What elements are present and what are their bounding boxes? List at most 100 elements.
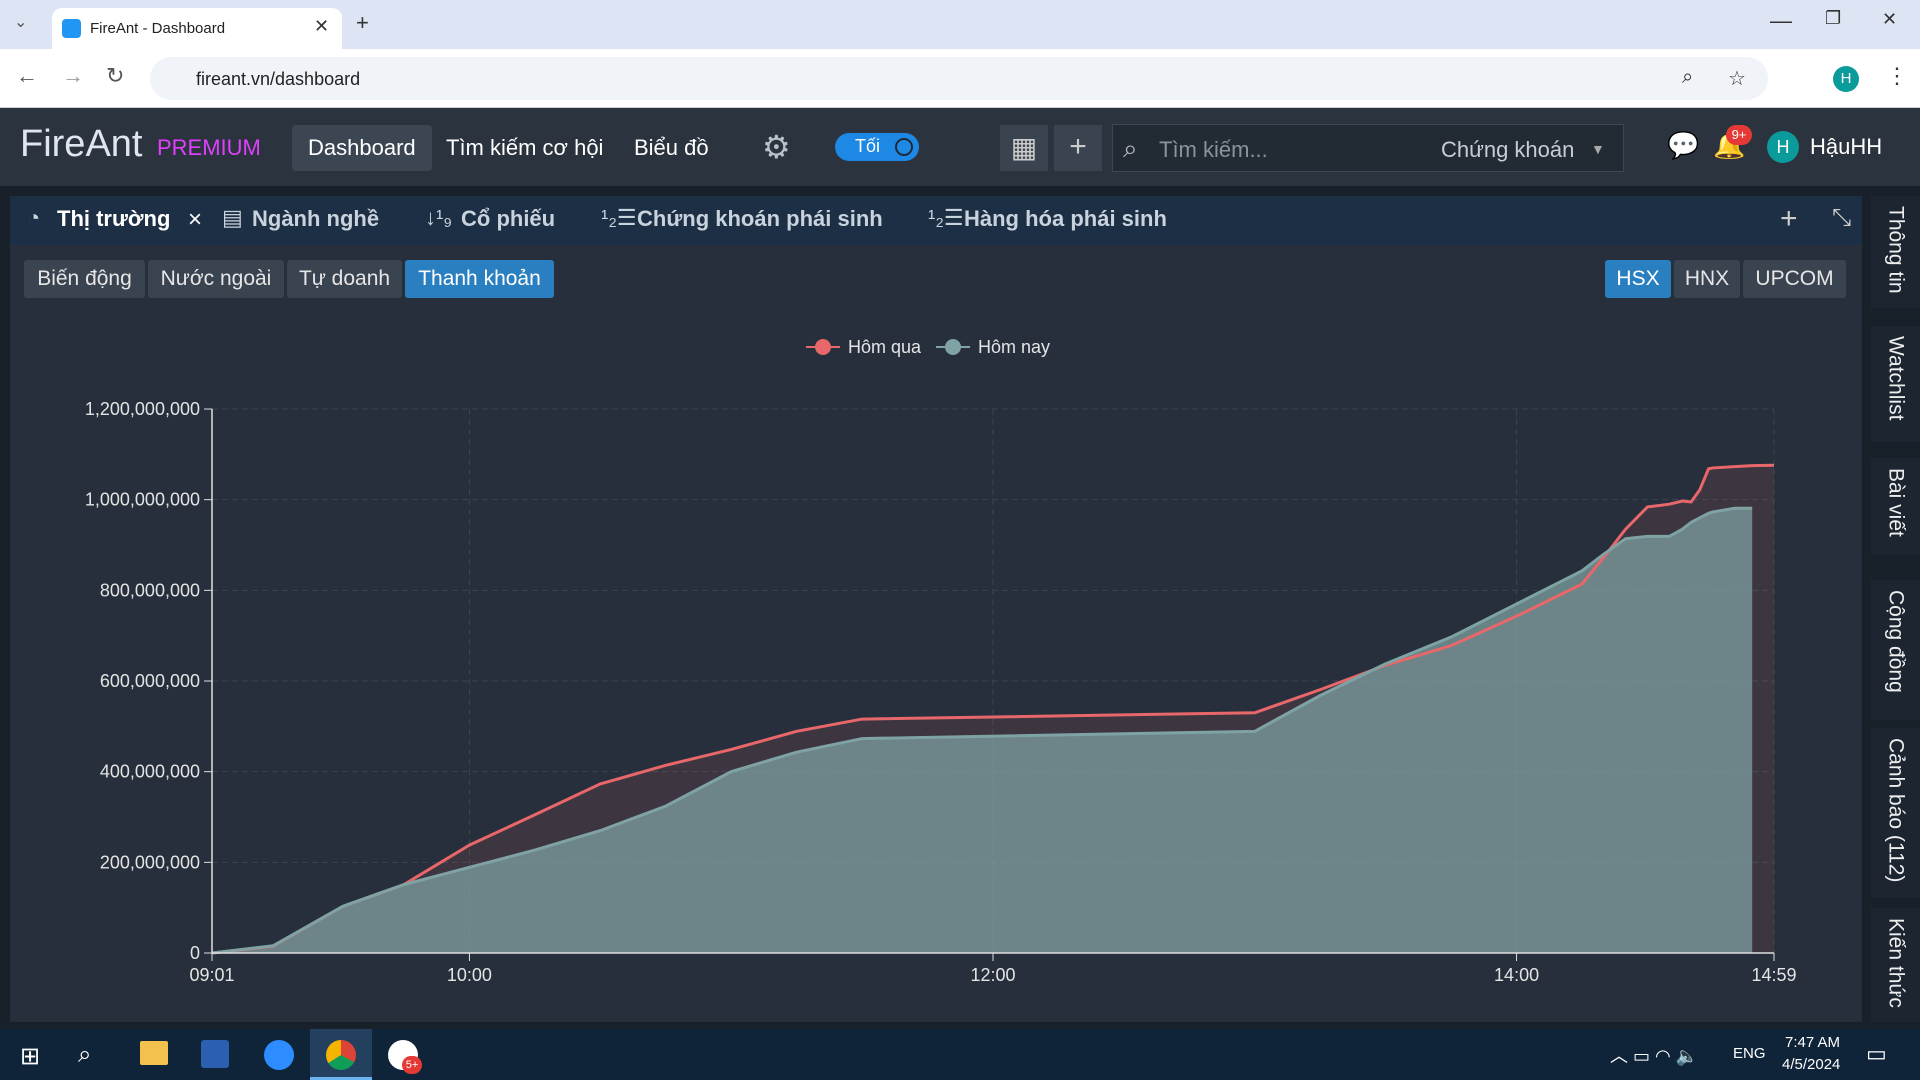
sidebar-tab[interactable]: Watchlist [1871,326,1920,442]
start-button[interactable]: ⊞ [20,1043,41,1070]
tab-bar: + ⤡ ◔ Thị trường × ▤ Ngành nghề ↓¹₉ Cổ phiếu ¹₂… [10,196,1862,245]
zoom-icon[interactable] [264,1040,294,1070]
search-icon: ⌕ [1123,133,1138,163]
language[interactable]: ENG [1733,1045,1766,1062]
zoom-icon[interactable]: ⌕ [1682,66,1694,88]
tab-title: FireAnt - Dashboard [90,20,226,37]
x-tick-label: 10:00 [447,965,492,985]
minimize[interactable]: — [1770,8,1792,33]
favicon [62,19,81,38]
y-tick-label: 1,000,000,000 [85,490,200,510]
tab-icon: ¹₂☰ [928,205,964,230]
market-panel: + ⤡ ◔ Thị trường × ▤ Ngành nghề ↓¹₉ Cổ phiếu ¹₂… [10,196,1862,1022]
user-name[interactable]: HậuHH [1810,134,1883,159]
restore[interactable]: ❐ [1825,8,1842,28]
x-tick-label: 14:00 [1494,965,1539,985]
theme-toggle[interactable]: Tối [835,133,919,161]
sidebar-tab[interactable]: Cảnh báo (112) [1871,728,1920,898]
add-tab[interactable]: + [1780,202,1798,235]
tab[interactable]: Hàng hóa phái sinh [964,206,1167,231]
search-scope[interactable]: Chứng khoán [1441,137,1575,162]
sidebar-tab[interactable]: Bài viết [1871,458,1920,555]
tab[interactable]: Cổ phiếu [461,206,556,231]
tray-icons[interactable]: ︿ ▭ ◠ 🔈 [1610,1046,1699,1066]
legend-marker [815,339,831,355]
sidebar-tab[interactable]: Kiến thức [1871,908,1920,1022]
tab-list-button[interactable]: ⌄ [14,14,28,31]
legend-marker [945,339,961,355]
browser-tab-strip: ⌄ FireAnt - Dashboard ✕ + — ❐ ✕ [0,0,1920,49]
exchange-button[interactable]: HNX [1674,260,1740,298]
tab[interactable]: Ngành nghề [252,206,380,231]
menu[interactable]: ⋮ [1886,63,1908,88]
y-tick-label: 1,200,000,000 [85,399,200,419]
subtab[interactable]: Thanh khoản [405,260,554,298]
clock-time[interactable]: 7:47 AM [1785,1034,1841,1051]
tab[interactable]: Chứng khoán phái sinh [637,206,883,231]
area-fill [212,508,1753,953]
zalo-badge: 5+ [402,1056,422,1074]
user-avatar[interactable]: H [1767,131,1799,163]
nav-item[interactable]: Tìm kiếm cơ hội [446,135,604,160]
search-box[interactable]: ⌕ Tìm kiếm... Chứng khoán ▼ [1112,124,1624,172]
reload[interactable]: ↻ [106,63,125,88]
x-tick-label: 09:01 [189,965,234,985]
address-bar-row: ← → ↻ fireant.vn/dashboard ⌕ ☆ H ⋮ [0,49,1920,108]
tab-close[interactable]: ✕ [314,16,330,36]
close-window[interactable]: ✕ [1882,9,1898,29]
url: fireant.vn/dashboard [196,69,361,89]
sidebar-tab[interactable]: Thông tin [1871,196,1920,308]
back[interactable]: ← [16,63,38,88]
app-header: FireAnt PREMIUM ⚙ Tối ▦ + ⌕ Tìm kiếm... … [0,108,1920,186]
subtab[interactable]: Tự doanh [287,260,402,298]
liquidity-chart: 0 200,000,000 400,000,000 600,000,000 800,00… [85,337,1797,985]
tab[interactable]: Thị trường [57,206,171,231]
legend-label: Hôm qua [848,337,922,357]
search-placeholder: Tìm kiếm... [1159,137,1268,162]
forward[interactable]: → [62,63,84,88]
y-tick-label: 600,000,000 [100,671,200,691]
profile-avatar[interactable]: H [1833,66,1859,92]
tab-icon: ◔ [27,205,41,230]
browser-tab[interactable]: FireAnt - Dashboard ✕ [52,8,342,49]
series-line [211,506,1753,955]
tab-close[interactable]: × [188,206,203,233]
add-button[interactable]: + [1054,125,1102,171]
x-tick-label: 14:59 [1751,965,1796,985]
new-tab[interactable]: + [356,10,369,35]
legend-label: Hôm nay [978,337,1050,357]
chat-icon[interactable]: 💬 [1667,130,1700,160]
collapse[interactable]: ⤡ [1832,204,1852,231]
clock-date[interactable]: 4/5/2024 [1782,1056,1841,1073]
toggle-label: Tối [855,136,881,156]
word-icon[interactable] [201,1040,229,1068]
logo[interactable]: FireAnt [20,123,143,165]
premium-badge: PREMIUM [157,135,261,160]
search-button[interactable]: ⌕ [78,1041,92,1068]
subtab[interactable]: Biến động [24,260,145,298]
nav-item[interactable]: Dashboard [292,125,432,171]
sidebar-tab[interactable]: Cộng đồng [1871,580,1920,720]
exchange-button[interactable]: HSX [1605,260,1671,298]
subtab[interactable]: Nước ngoài [148,260,284,298]
toggle-knob [895,138,913,156]
y-tick-label: 0 [190,943,200,963]
y-tick-label: 200,000,000 [100,852,200,872]
nav-item[interactable]: Biểu đồ [634,135,709,160]
tab-icon: ▤ [222,205,243,230]
exchange-button[interactable]: UPCOM [1743,260,1846,298]
chrome-icon [326,1040,356,1070]
chrome-taskbar-item[interactable] [310,1029,372,1080]
layout-button[interactable]: ▦ [1000,125,1048,171]
notification-center[interactable]: ▭ [1866,1041,1887,1066]
series-line [211,463,1775,955]
url-field[interactable]: fireant.vn/dashboard ⌕ ☆ [150,57,1768,100]
y-tick-label: 400,000,000 [100,762,200,782]
explorer-icon[interactable] [140,1041,168,1065]
tab-icon: ↓¹₉ [425,205,453,230]
scope-caret: ▼ [1591,141,1605,157]
settings[interactable]: ⚙ [762,129,791,165]
x-tick-label: 12:00 [970,965,1015,985]
bookmark[interactable]: ☆ [1728,68,1746,90]
